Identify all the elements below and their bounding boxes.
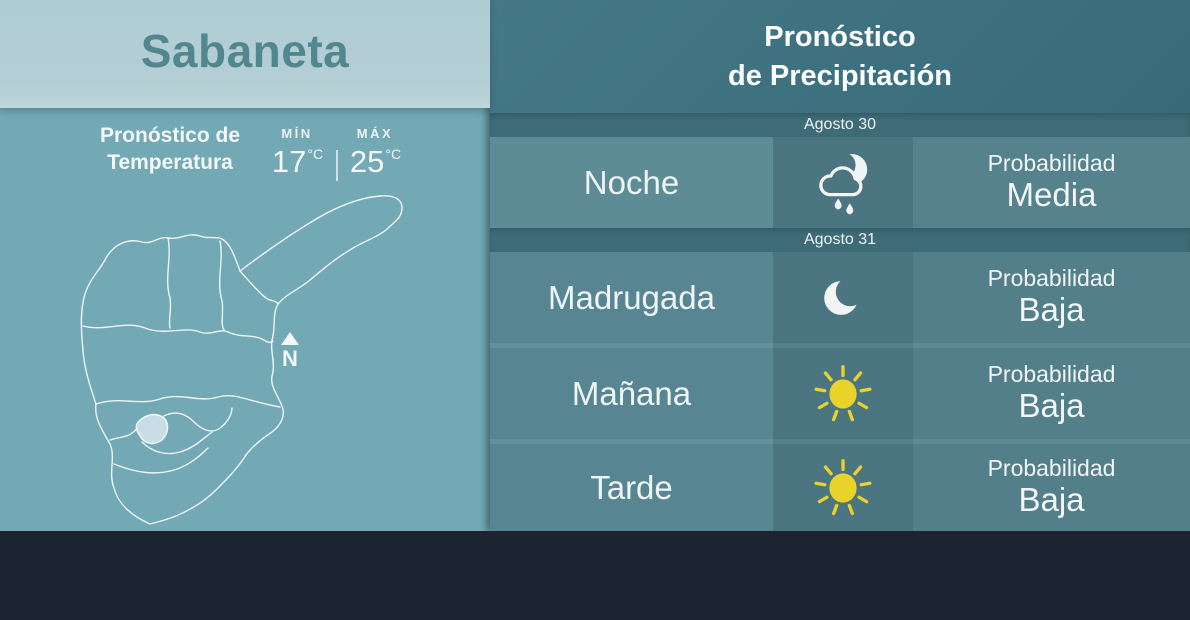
probability-cell: Probabilidad Media (913, 137, 1190, 228)
forecast-row-noche: Noche Probabilidad Media (490, 137, 1190, 228)
temperature-title-line1: Pronóstico de (99, 124, 241, 147)
left-panel: Sabaneta Pronóstico de Temperatura MÍN 1… (0, 0, 490, 531)
probability-cell: Probabilidad Baja (913, 348, 1190, 439)
min-number: 17 (271, 144, 307, 179)
sun-icon (773, 444, 913, 531)
probability-cell: Probabilidad Baja (913, 252, 1190, 343)
min-unit: °C (307, 145, 324, 162)
municipalities-map (80, 195, 403, 525)
north-arrow-icon (281, 332, 299, 345)
temperature-divider (336, 150, 338, 181)
period-label: Noche (490, 137, 773, 228)
probability-label: Probabilidad (987, 149, 1116, 176)
precipitation-title-line1: Pronóstico (764, 21, 916, 54)
max-label: MÁX (356, 126, 394, 141)
temperature-title-line2: Temperatura (107, 151, 233, 175)
probability-cell: Probabilidad Baja (913, 444, 1190, 531)
precipitation-panel: Pronóstico de Precipitación Agosto 30 No… (490, 0, 1190, 531)
north-letter: N (282, 346, 298, 371)
max-unit: °C (385, 145, 402, 162)
min-label: MÍN (281, 126, 313, 141)
forecast-row-madrugada: Madrugada Probabilidad Baja (490, 252, 1190, 343)
precipitation-title: Pronóstico de Precipitación (490, 0, 1190, 113)
date-label: Agosto 31 (803, 231, 877, 248)
max-temperature: MÁX 25°C (342, 126, 408, 180)
period-label: Madrugada (490, 252, 773, 343)
max-value: 25°C (342, 144, 408, 180)
north-compass: N (277, 332, 303, 371)
row-divider (490, 343, 1190, 348)
probability-value: Baja (1018, 291, 1085, 329)
probability-value: Baja (1018, 481, 1085, 519)
probability-label: Probabilidad (987, 454, 1116, 481)
date-band-agosto-30: Agosto 30 (490, 113, 1190, 137)
forecast-row-tarde: Tarde Probabilidad Baja (490, 444, 1190, 531)
probability-label: Probabilidad (987, 264, 1116, 291)
date-band-agosto-31: Agosto 31 (490, 228, 1190, 252)
min-value: 17°C (264, 144, 330, 180)
city-header: Sabaneta (0, 0, 490, 108)
footer-bar: Con el apoyo de: Un proyecto de: SIATA e… (0, 531, 1190, 620)
city-title: Sabaneta (140, 25, 350, 77)
map-highlight-sabaneta (135, 413, 169, 445)
probability-value: Baja (1018, 387, 1085, 425)
night-rain-icon (773, 137, 913, 228)
moon-icon (773, 252, 913, 343)
max-number: 25 (349, 144, 385, 179)
precipitation-title-line2: de Precipitación (727, 59, 952, 92)
forecast-row-manana: Mañana Probabilidad Baja (490, 348, 1190, 439)
map-outer-boundary (80, 195, 403, 525)
date-label: Agosto 30 (803, 116, 877, 133)
period-label: Mañana (490, 348, 773, 439)
period-label: Tarde (490, 444, 773, 531)
temperature-title: Pronóstico de Temperatura (70, 122, 270, 177)
probability-label: Probabilidad (987, 360, 1116, 387)
probability-value: Media (1006, 176, 1097, 214)
sun-icon (773, 348, 913, 439)
row-divider (490, 439, 1190, 444)
min-temperature: MÍN 17°C (264, 126, 330, 180)
